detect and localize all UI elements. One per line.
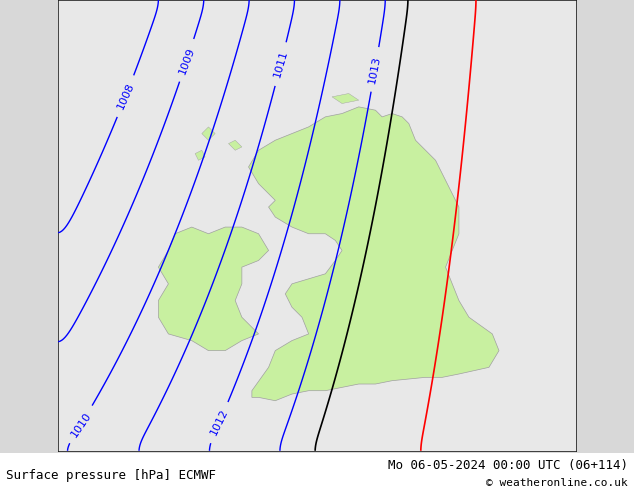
Polygon shape xyxy=(249,107,499,401)
Text: 1013: 1013 xyxy=(367,55,382,84)
Text: Surface pressure [hPa] ECMWF: Surface pressure [hPa] ECMWF xyxy=(6,469,216,482)
Polygon shape xyxy=(195,150,205,160)
Text: 1010: 1010 xyxy=(69,410,93,439)
Polygon shape xyxy=(158,227,269,351)
Text: © weatheronline.co.uk: © weatheronline.co.uk xyxy=(486,478,628,488)
Text: 1009: 1009 xyxy=(177,46,197,75)
Text: Mo 06-05-2024 00:00 UTC (06+114): Mo 06-05-2024 00:00 UTC (06+114) xyxy=(387,459,628,472)
Text: 1012: 1012 xyxy=(209,408,230,438)
Text: 1008: 1008 xyxy=(115,81,136,111)
Text: 1011: 1011 xyxy=(272,49,289,79)
Polygon shape xyxy=(228,140,242,150)
Polygon shape xyxy=(202,127,215,140)
Polygon shape xyxy=(332,94,359,103)
